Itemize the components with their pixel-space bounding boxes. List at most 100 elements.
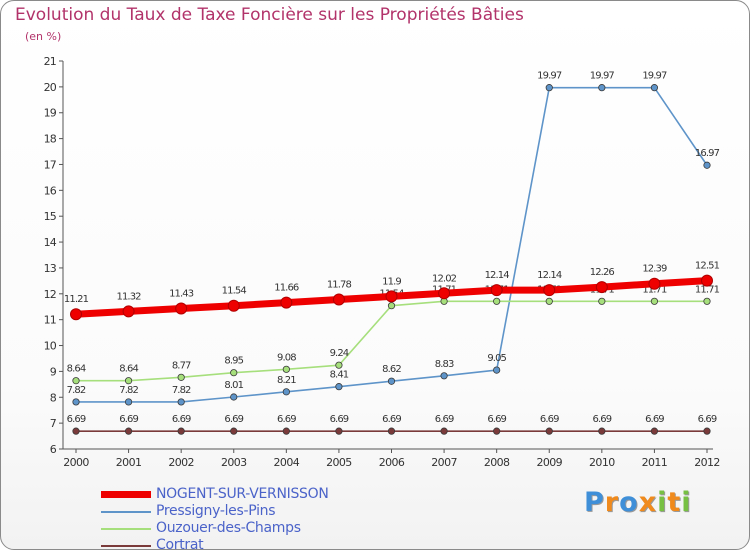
- data-point-ouzouer-des-champs: [177, 373, 185, 381]
- logo-letter: o: [619, 487, 639, 518]
- data-label-ouzouer-des-champs: 11.71: [642, 284, 667, 295]
- logo-letter: x: [638, 487, 658, 518]
- y-tick-label: 20: [44, 81, 57, 94]
- data-point-nogent-sur-vernisson: [595, 281, 608, 294]
- data-label-cortrat: 6.69: [592, 414, 611, 425]
- data-label-ouzouer-des-champs: 8.95: [224, 356, 243, 367]
- legend-swatch-nogent: [101, 491, 151, 498]
- data-point-cortrat: [650, 427, 659, 435]
- x-tick-label: 2006: [379, 456, 405, 469]
- y-tick-label: 12: [44, 288, 56, 301]
- data-point-pressigny-les-pins: [177, 398, 185, 406]
- data-point-cortrat: [230, 427, 238, 435]
- legend-swatch-ouzouer: [101, 528, 151, 530]
- data-label-pressigny-les-pins: 19.97: [642, 71, 667, 82]
- x-tick-label: 2002: [168, 456, 194, 469]
- data-label-cortrat: 6.69: [645, 414, 664, 425]
- data-label-ouzouer-des-champs: 8.64: [67, 364, 86, 375]
- data-point-cortrat: [545, 427, 553, 435]
- legend-swatch-cortrat: [101, 545, 151, 547]
- logo-letter: P: [584, 487, 605, 518]
- data-label-cortrat: 6.69: [67, 414, 86, 425]
- data-point-nogent-sur-vernisson: [227, 299, 240, 312]
- data-point-ouzouer-des-champs: [703, 297, 711, 305]
- data-point-pressigny-les-pins: [703, 161, 711, 169]
- x-tick-label: 2000: [63, 456, 89, 469]
- legend-label-ouzouer: Ouzouer-des-Champs: [156, 520, 301, 536]
- y-tick-label: 9: [50, 365, 57, 378]
- data-point-ouzouer-des-champs: [545, 297, 553, 305]
- y-tick-label: 16: [44, 184, 57, 197]
- data-label-cortrat: 6.69: [698, 414, 717, 425]
- y-tick-label: 19: [44, 107, 57, 120]
- data-point-nogent-sur-vernisson: [490, 284, 503, 297]
- data-label-nogent-sur-vernisson: 12.02: [432, 273, 457, 284]
- data-point-pressigny-les-pins: [493, 366, 501, 374]
- legend-label-cortrat: Cortrat: [156, 537, 204, 550]
- data-label-ouzouer-des-champs: 8.64: [119, 364, 138, 375]
- data-label-pressigny-les-pins: 8.21: [277, 375, 296, 386]
- y-axis-unit-label: (en %): [25, 30, 62, 43]
- data-label-nogent-sur-vernisson: 12.51: [695, 261, 720, 272]
- data-label-ouzouer-des-champs: 9.08: [277, 352, 296, 363]
- data-point-ouzouer-des-champs: [650, 297, 659, 305]
- data-point-ouzouer-des-champs: [598, 297, 606, 305]
- data-point-pressigny-les-pins: [230, 393, 238, 401]
- data-point-cortrat: [387, 427, 396, 435]
- proxiti-logo: Proxiti: [584, 487, 692, 518]
- y-tick-label: 18: [44, 133, 57, 146]
- y-tick-label: 6: [50, 443, 57, 456]
- data-point-pressigny-les-pins: [72, 398, 80, 406]
- data-label-pressigny-les-pins: 19.97: [537, 71, 562, 82]
- chart-title: Evolution du Taux de Taxe Foncière sur l…: [15, 5, 524, 25]
- y-tick-label: 14: [44, 236, 57, 249]
- y-tick-label: 11: [44, 314, 56, 327]
- data-point-nogent-sur-vernisson: [70, 308, 82, 321]
- data-point-nogent-sur-vernisson: [280, 296, 293, 309]
- data-label-ouzouer-des-champs: 9.24: [330, 348, 349, 359]
- y-tick-label: 8: [50, 391, 57, 404]
- data-label-cortrat: 6.69: [330, 414, 349, 425]
- data-point-nogent-sur-vernisson: [122, 305, 135, 318]
- data-label-pressigny-les-pins: 8.41: [330, 370, 349, 381]
- data-point-nogent-sur-vernisson: [332, 293, 345, 306]
- x-tick-label: 2003: [221, 456, 247, 469]
- data-point-ouzouer-des-champs: [493, 297, 501, 305]
- data-label-pressigny-les-pins: 7.82: [172, 385, 191, 396]
- data-point-pressigny-les-pins: [650, 84, 659, 92]
- data-label-pressigny-les-pins: 19.97: [590, 71, 615, 82]
- data-point-pressigny-les-pins: [124, 398, 133, 406]
- data-label-nogent-sur-vernisson: 12.26: [590, 267, 615, 278]
- data-point-cortrat: [598, 427, 606, 435]
- data-point-cortrat: [124, 427, 133, 435]
- y-tick-label: 13: [44, 262, 57, 275]
- data-label-nogent-sur-vernisson: 11.9: [382, 276, 401, 287]
- data-label-nogent-sur-vernisson: 11.43: [169, 289, 194, 300]
- logo-letter: r: [604, 487, 620, 518]
- data-label-pressigny-les-pins: 7.82: [67, 385, 86, 396]
- x-tick-label: 2007: [431, 456, 457, 469]
- x-tick-label: 2004: [274, 456, 300, 469]
- data-point-ouzouer-des-champs: [387, 302, 396, 310]
- data-label-cortrat: 6.69: [540, 414, 559, 425]
- data-point-ouzouer-des-champs: [124, 377, 133, 385]
- logo-letter: i: [657, 487, 668, 518]
- data-label-cortrat: 6.69: [172, 414, 191, 425]
- data-point-nogent-sur-vernisson: [385, 290, 398, 303]
- data-point-ouzouer-des-champs: [335, 361, 343, 369]
- data-point-nogent-sur-vernisson: [438, 287, 451, 300]
- data-point-cortrat: [72, 427, 80, 435]
- data-point-pressigny-les-pins: [387, 377, 396, 385]
- data-label-nogent-sur-vernisson: 11.66: [274, 283, 299, 294]
- y-tick-label: 10: [44, 340, 57, 353]
- x-tick-label: 2005: [326, 456, 352, 469]
- data-point-nogent-sur-vernisson: [175, 302, 188, 315]
- data-point-nogent-sur-vernisson: [701, 274, 713, 287]
- x-tick-label: 2011: [642, 456, 668, 469]
- data-point-pressigny-les-pins: [440, 372, 448, 380]
- data-point-nogent-sur-vernisson: [543, 284, 556, 297]
- data-label-pressigny-les-pins: 8.01: [224, 380, 243, 391]
- data-label-pressigny-les-pins: 8.62: [382, 364, 401, 375]
- logo-letter: t: [667, 487, 682, 518]
